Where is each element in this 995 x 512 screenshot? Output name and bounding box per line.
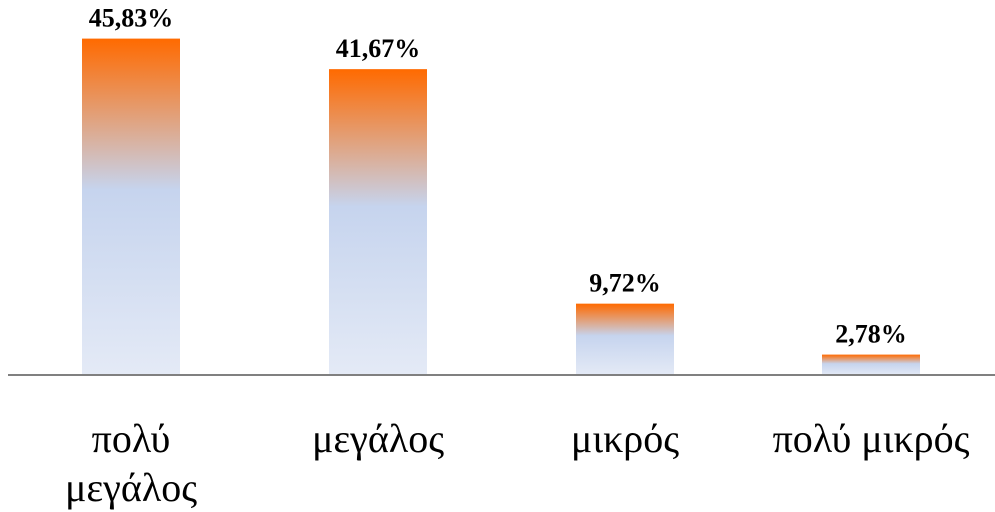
- data-label-2: 41,67%: [336, 34, 421, 63]
- category-label-2: μεγάλος: [312, 416, 444, 461]
- data-label-3: 9,72%: [589, 269, 661, 298]
- labels-layer: 45,83%πολύ μεγάλος41,67%μεγάλος9,72%μικρό…: [65, 4, 970, 510]
- category-label-line: μικρός: [571, 416, 679, 461]
- bar-1: [82, 38, 180, 376]
- bars-layer: [82, 38, 920, 376]
- bar-2: [329, 69, 427, 375]
- category-label-line: πολύ μικρός: [773, 416, 970, 461]
- category-label-1: πολύ μεγάλος: [65, 416, 197, 510]
- category-label-line: πολύ: [92, 416, 171, 461]
- data-label-4: 2,78%: [835, 320, 907, 349]
- bar-4: [822, 354, 920, 375]
- bar-3: [576, 303, 674, 375]
- category-label-4: πολύ μικρός: [773, 416, 970, 461]
- category-label-line: μεγάλος: [65, 465, 197, 510]
- data-label-1: 45,83%: [89, 4, 174, 33]
- category-label-line: μεγάλος: [312, 416, 444, 461]
- category-label-3: μικρός: [571, 416, 679, 461]
